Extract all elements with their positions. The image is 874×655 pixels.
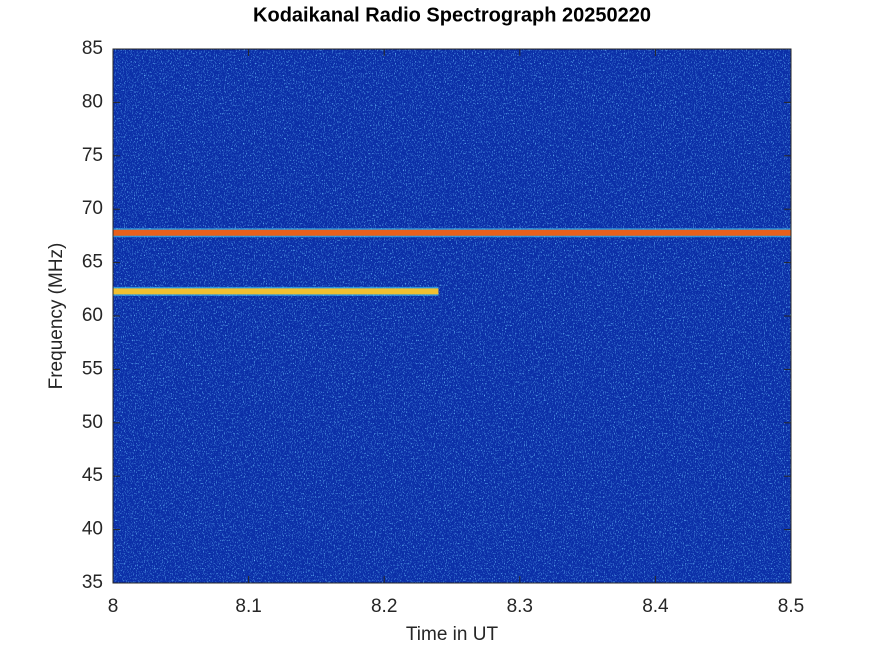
x-axis-label: Time in UT	[406, 624, 499, 645]
x-tick-label: 8.3	[507, 596, 533, 617]
y-tick-label: 75	[82, 145, 103, 166]
y-tick-label: 60	[82, 305, 103, 326]
x-tick-label: 8	[108, 596, 119, 617]
y-tick-label: 70	[82, 198, 103, 219]
noise-texture	[113, 49, 791, 583]
y-tick-label: 65	[82, 252, 103, 273]
y-tick-label: 45	[82, 465, 103, 486]
y-tick-label: 85	[82, 38, 103, 59]
x-tick-label: 8.5	[778, 596, 804, 617]
y-axis-label: Frequency (MHz)	[46, 243, 67, 390]
x-tick-label: 8.2	[371, 596, 397, 617]
y-tick-label: 55	[82, 358, 103, 379]
chart-title: Kodaikanal Radio Spectrograph 20250220	[253, 4, 651, 26]
x-tick-label: 8.4	[642, 596, 669, 617]
y-tick-label: 35	[82, 572, 103, 593]
y-tick-label: 40	[82, 519, 103, 540]
x-tick-label: 8.1	[235, 596, 261, 617]
y-tick-label: 50	[82, 412, 103, 433]
y-tick-label: 80	[82, 91, 103, 112]
